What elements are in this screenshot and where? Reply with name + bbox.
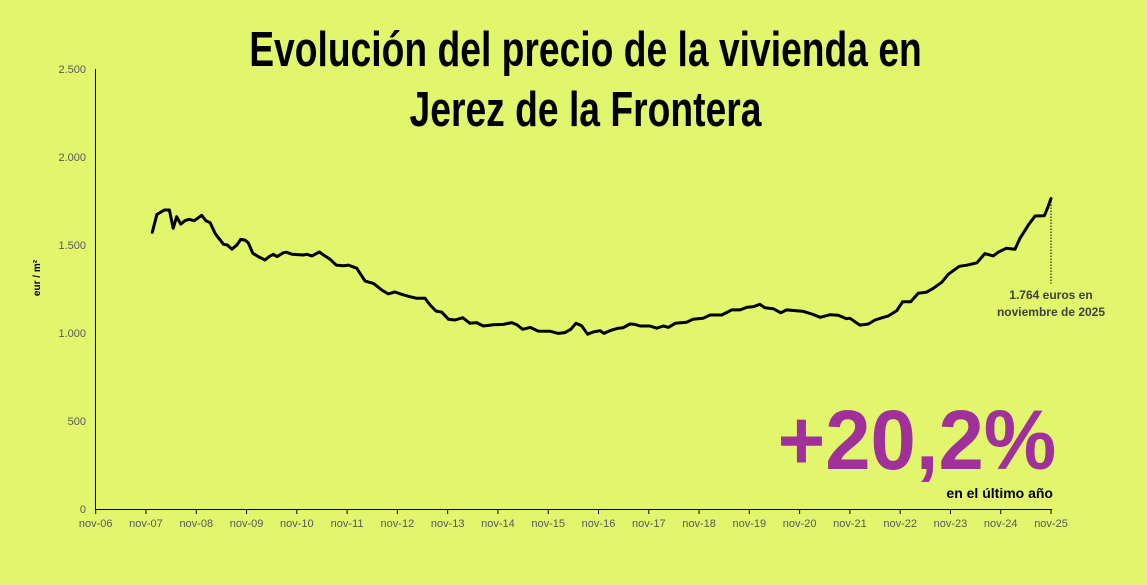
chart-title-line-2: Jerez de la Frontera	[0, 82, 1147, 138]
x-tick-label: nov-17	[632, 518, 666, 530]
x-tick-label: nov-16	[582, 518, 616, 530]
y-tick-label: 1.500	[58, 240, 86, 252]
x-tick-label: nov-13	[431, 518, 465, 530]
y-axis-title: eur / m²	[32, 259, 43, 296]
x-tick-label: nov-08	[179, 518, 213, 530]
y-tick-label: 2.000	[58, 152, 86, 164]
x-tick-label: nov-22	[883, 518, 917, 530]
x-tick-label: nov-15	[531, 518, 565, 530]
y-tick-label: 0	[80, 504, 86, 516]
chart-title-text-1: Evolución del precio de la vivienda en	[248, 23, 922, 77]
x-tick-label: nov-23	[934, 518, 968, 530]
x-tick-label: nov-19	[733, 518, 767, 530]
x-tick-label: nov-14	[481, 518, 515, 530]
annual-change-value: +20,2%	[777, 393, 1056, 487]
y-axis: 0 500 1.000 1.500 2.000 2.500 eur / m²	[32, 64, 96, 516]
y-tick-label: 2.500	[58, 64, 86, 76]
x-tick-label: nov-11	[331, 518, 364, 530]
x-tick-label: nov-10	[280, 518, 314, 530]
latest-value-annotation-line-1: 1.764 euros en	[1009, 288, 1093, 302]
x-tick-label: nov-07	[129, 518, 163, 530]
x-tick-label: nov-09	[230, 518, 264, 530]
annual-change-caption: en el último año	[946, 485, 1053, 501]
x-tick-label: nov-18	[682, 518, 716, 530]
chart-title-line-1: Evolución del precio de la vivienda en	[0, 22, 1147, 78]
x-tick-label: nov-24	[984, 518, 1018, 530]
series-price-line	[150, 197, 1053, 336]
x-tick-label: nov-21	[833, 518, 867, 530]
latest-value-annotation-line-2: noviembre de 2025	[996, 305, 1106, 319]
x-tick-label: nov-06	[79, 518, 113, 530]
x-tick-label: nov-12	[381, 518, 415, 530]
x-tick-label: nov-25	[1034, 518, 1068, 530]
y-tick-label: 1.000	[58, 328, 86, 340]
y-tick-label: 500	[68, 416, 86, 428]
x-tick-label: nov-20	[783, 518, 817, 530]
x-axis: nov-06 nov-07 nov-08 nov-09 nov-10 nov-11 nov-…	[79, 509, 1068, 530]
price-line	[150, 197, 1053, 336]
chart-title-text-2: Jerez de la Frontera	[409, 83, 761, 137]
